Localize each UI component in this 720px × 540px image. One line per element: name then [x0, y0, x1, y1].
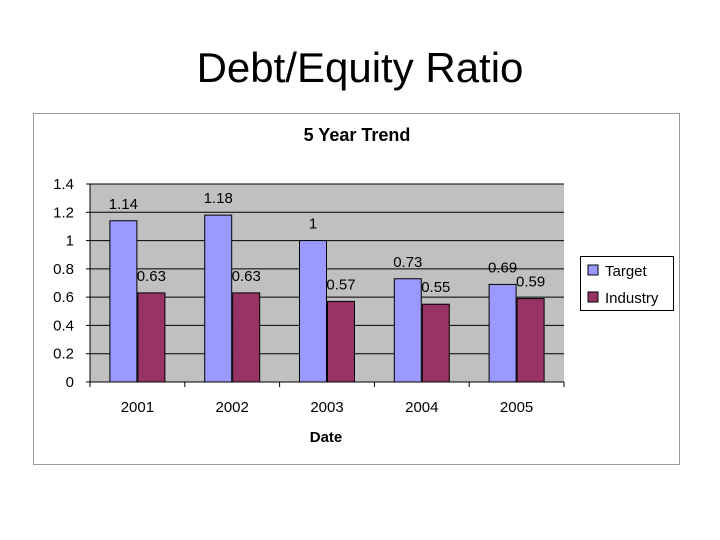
bar-target-2002 [204, 214, 233, 383]
x-tick-label-2005: 2005 [500, 399, 533, 416]
bar-industry-2002 [232, 292, 261, 383]
legend: Target Industry [580, 256, 674, 311]
legend-swatch-target [587, 264, 599, 276]
data-label-industry-2002: 0.63 [232, 268, 261, 285]
bar-target-2004 [393, 278, 422, 383]
data-label-industry-2004: 0.55 [421, 279, 450, 296]
bar-target-2003 [299, 240, 327, 383]
data-label-industry-2001: 0.63 [137, 268, 166, 285]
x-tick-label-2004: 2004 [405, 399, 438, 416]
bar-target-2005 [488, 283, 517, 383]
data-label-target-2002: 1.18 [204, 190, 233, 207]
legend-swatch-industry [587, 291, 599, 303]
y-tick-label: 0.8 [53, 261, 74, 278]
x-tick-label-2001: 2001 [121, 399, 154, 416]
data-label-target-2004: 0.73 [393, 254, 422, 271]
chart-title: 5 Year Trend [304, 125, 411, 145]
y-tick-label: 0 [66, 374, 74, 391]
data-label-industry-2005: 0.59 [516, 274, 545, 291]
bar-industry-2004 [421, 303, 450, 383]
y-tick-label: 1.2 [53, 204, 74, 221]
x-axis-label: Date [310, 429, 343, 446]
y-tick-label: 1.4 [53, 176, 74, 193]
y-axis-ticks: 0 0.2 0.4 0.6 0.8 1 1.2 1.4 [53, 176, 90, 391]
y-tick-label: 0.6 [53, 289, 74, 306]
x-axis-ticks: 2001 2002 2003 2004 2005 [89, 382, 565, 416]
bars [109, 214, 545, 383]
bar-industry-2005 [516, 298, 545, 383]
data-labels: 1.14 0.63 1.18 0.63 1 0.57 0.73 0.55 0.690.59 [109, 190, 545, 296]
x-tick-label-2002: 2002 [216, 399, 249, 416]
bar-industry-2003 [327, 300, 355, 383]
y-tick-label: 0.2 [53, 346, 74, 363]
slide-title: Debt/Equity Ratio [196, 44, 524, 91]
data-label-target-2003: 1 [309, 216, 317, 233]
y-tick-label: 1 [66, 233, 74, 250]
bar-industry-2001 [137, 292, 166, 383]
legend-label-target: Target [605, 263, 648, 280]
x-tick-label-2003: 2003 [310, 399, 343, 416]
y-tick-label: 0.4 [53, 317, 74, 334]
data-label-target-2001: 1.14 [109, 196, 138, 213]
data-label-industry-2003: 0.57 [326, 276, 355, 293]
bar-target-2001 [109, 220, 138, 383]
data-label-target-2005: 0.69 [488, 259, 517, 276]
legend-label-industry: Industry [605, 290, 659, 307]
